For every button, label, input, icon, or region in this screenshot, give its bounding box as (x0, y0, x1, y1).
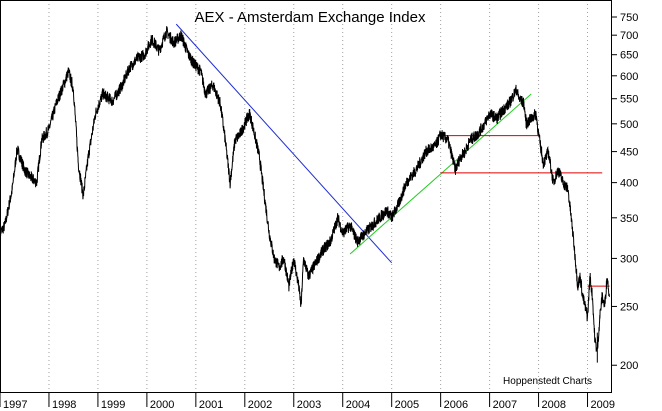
x-tick-label-1997: 1997 (3, 399, 27, 411)
y-tick-label-600: 600 (620, 71, 638, 83)
y-tick-label-450: 450 (620, 147, 638, 159)
y-tick-label-400: 400 (620, 178, 638, 190)
x-tick-label-2005: 2005 (395, 399, 419, 411)
x-tick-label-2003: 2003 (297, 399, 321, 411)
x-axis: 1997 1998 1999 2000 2001 2002 2003 2004 2005 2006… (0, 393, 615, 411)
series-line (0, 26, 611, 352)
x-tick-label-2002: 2002 (248, 399, 272, 411)
y-tick-label-350: 350 (620, 213, 638, 225)
x-tick-label-2001: 2001 (199, 399, 223, 411)
x-tick-label-2006: 2006 (444, 399, 468, 411)
y-tick-label-750: 750 (620, 12, 638, 24)
y-tick-label-700: 700 (620, 30, 638, 42)
y-tick-label-550: 550 (620, 94, 638, 106)
chart-credit: Hoppenstedt Charts (503, 376, 592, 387)
x-tick-label-1998: 1998 (52, 399, 76, 411)
grid (48, 0, 589, 393)
x-tick-label-2000: 2000 (150, 399, 174, 411)
x-tick-label-2007: 2007 (493, 399, 517, 411)
y-tick-label-200: 200 (620, 360, 638, 372)
y-axis: 200 250 300 350 400 450 500 550 600 650 700 750 (612, 12, 638, 372)
x-tick-label-1999: 1999 (101, 399, 125, 411)
chart-title: AEX - Amsterdam Exchange Index (195, 9, 426, 26)
uptrend-line (349, 93, 532, 255)
y-tick-label-650: 650 (620, 50, 638, 62)
y-tick-label-500: 500 (620, 119, 638, 131)
plot-frame (0, 0, 612, 393)
downtrend-line (175, 23, 393, 264)
x-tick-label-2004: 2004 (346, 399, 370, 411)
y-tick-label-250: 250 (620, 301, 638, 313)
x-tick-label-2008: 2008 (542, 399, 566, 411)
price-series (0, 26, 611, 363)
trendlines (175, 23, 610, 287)
y-tick-label-300: 300 (620, 253, 638, 265)
x-tick-label-2009: 2009 (591, 399, 615, 411)
